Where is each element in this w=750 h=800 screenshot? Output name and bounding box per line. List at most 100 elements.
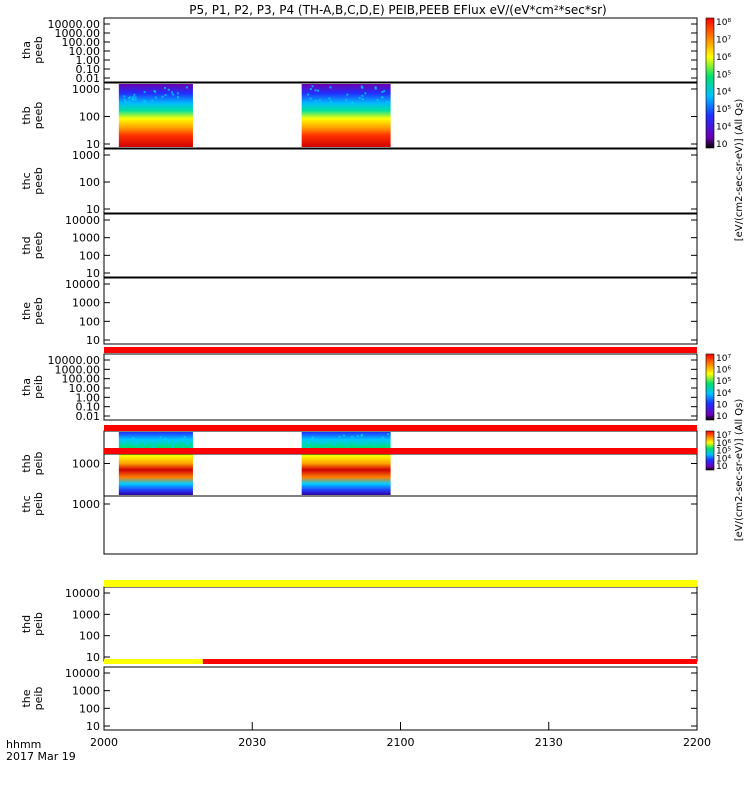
figure-title: P5, P1, P2, P3, P4 (TH-A,B,C,D,E) PEIB,P… <box>189 3 606 17</box>
colorbar-tick-label: 10⁷ <box>716 35 731 45</box>
x-tick-label: 2030 <box>238 736 266 749</box>
spectrogram-speckle <box>382 97 384 99</box>
spectrogram-speckle <box>172 93 174 95</box>
spectrogram-speckle <box>333 444 335 446</box>
status-bar-red <box>203 659 697 664</box>
product-label: peeb <box>32 297 45 325</box>
spectrogram-speckle <box>319 442 321 444</box>
colorbar-tick-label: 10⁴ <box>716 88 731 98</box>
colorbar-peib: 10⁷ 10⁶10⁵ 10⁴10⁳ 10⁲ <box>706 354 731 422</box>
spectrogram-speckle <box>168 89 170 91</box>
panel-the-peib: 10000100010010the peib <box>20 667 697 733</box>
spectrogram-speckle <box>125 101 127 103</box>
colorbar-tick-label: 10⁳ <box>716 462 728 472</box>
spectrogram-speckle <box>377 99 379 101</box>
status-bar-red <box>104 425 697 431</box>
spectrogram-speckle <box>164 437 166 439</box>
colorbar-tick-label: 10⁳ <box>716 140 728 150</box>
spectrogram-speckle <box>186 443 188 445</box>
spectrogram-speckle <box>155 97 157 99</box>
product-label: peeb <box>32 102 45 130</box>
spectrogram-speckle <box>135 438 137 440</box>
spectrogram-speckle <box>177 92 179 94</box>
colorbar-peib-title: [eV/(cm2-sec-sr-eV)] (All Qs) <box>734 399 745 542</box>
spectrogram-speckle <box>165 94 167 96</box>
spectrogram-speckle <box>152 441 154 443</box>
y-tick-label: 10000 <box>65 587 100 600</box>
spectrogram-speckle <box>330 100 332 102</box>
colorbar-peib-thb: 10⁷10⁶10⁵10⁴10⁳ <box>706 431 731 472</box>
spectrogram-speckle <box>364 92 366 94</box>
colorbar-tick-label: 10⁸ <box>716 18 731 28</box>
spectrogram-speckle <box>364 443 366 445</box>
spectrogram-speckle <box>383 90 385 92</box>
spectrogram-speckle <box>312 85 314 87</box>
spectrogram-speckle <box>357 444 359 446</box>
panel-frame <box>104 214 697 277</box>
spectrogram-speckle <box>135 99 137 101</box>
colorbar-fill <box>706 431 714 470</box>
status-bar-red <box>104 347 697 353</box>
spectrogram-speckle <box>324 442 326 444</box>
product-label: peib <box>32 492 45 516</box>
x-tick-label: 2100 <box>387 736 415 749</box>
spectrogram-speckle <box>307 94 309 96</box>
spectrogram-speckle <box>171 91 173 93</box>
spectrogram-speckle <box>315 89 317 91</box>
spectrogram-speckle <box>144 91 146 93</box>
colorbar-tick-label: 10⁶ <box>716 53 731 63</box>
spectrogram-speckle <box>163 442 165 444</box>
panel-tha-peeb: 10000.001000.00100.0010.001.000.100.01th… <box>20 18 697 85</box>
y-tick-label: 1000 <box>72 498 100 511</box>
spectrogram-speckle <box>171 445 173 447</box>
panel-frame <box>104 278 697 344</box>
panel-frame <box>104 354 697 420</box>
spectrogram-speckle <box>310 88 312 90</box>
spectrogram-speckle <box>361 86 363 88</box>
y-tick-label: 100 <box>79 630 100 643</box>
y-tick-label: 10000 <box>65 667 100 680</box>
spectrogram-speckle <box>343 435 345 437</box>
colorbar-tick-label: 10⁵ <box>716 70 731 80</box>
panel-thc-peeb: 1000 100 10 thc peeb <box>20 149 697 216</box>
spectrogram-speckle <box>315 100 317 102</box>
spectrogram-speckle <box>151 446 153 448</box>
y-tick-label: 100 <box>79 176 100 189</box>
spectrogram-speckle <box>124 99 126 101</box>
product-label: peeb <box>32 232 45 260</box>
spectrogram-speckle <box>373 444 375 446</box>
spectrogram-speckle <box>123 95 125 97</box>
spectrogram-speckle <box>151 100 153 102</box>
colorbar-fill <box>706 354 714 420</box>
y-tick-label: 100 <box>79 702 100 715</box>
spectrogram-speckle <box>315 440 317 442</box>
panel-tha-peib: 10000.001000.00100.0010.001.000.100.01th… <box>20 354 697 423</box>
y-tick-label: 10 <box>86 334 100 347</box>
spectrogram-block <box>302 84 391 147</box>
x-tick-label: 2200 <box>683 736 711 749</box>
colorbar-fill <box>706 18 714 148</box>
spectrogram-speckle <box>132 96 134 98</box>
spectrogram-speckle <box>339 436 341 438</box>
colorbar-tick-label: 10⁵ <box>716 105 731 115</box>
spectrogram-speckle <box>302 445 304 447</box>
spectrogram-speckle <box>144 443 146 445</box>
panel-thd-peeb: 10000100010010thd peeb <box>20 214 697 280</box>
spectrogram-speckle <box>346 94 348 96</box>
colorbar-tick-label: 10⁲ <box>716 412 728 422</box>
spectrogram-speckle <box>136 441 138 443</box>
spectrogram-speckle <box>328 97 330 99</box>
y-tick-label: 1000 <box>72 297 100 310</box>
product-label: peib <box>32 452 45 476</box>
y-tick-label: 100 <box>79 249 100 262</box>
spectrogram-speckle <box>162 96 164 98</box>
panel-thb-peeb: 1000 100 10 thb peeb <box>20 83 697 151</box>
y-tick-label: 1000 <box>72 685 100 698</box>
spectrogram-speckle <box>319 99 321 101</box>
spectrogram-speckle <box>345 99 347 101</box>
spectrogram-speckle <box>352 101 354 103</box>
status-bar-red <box>104 448 697 454</box>
spectrogram-speckle <box>310 98 312 100</box>
spectrogram-speckle <box>184 436 186 438</box>
